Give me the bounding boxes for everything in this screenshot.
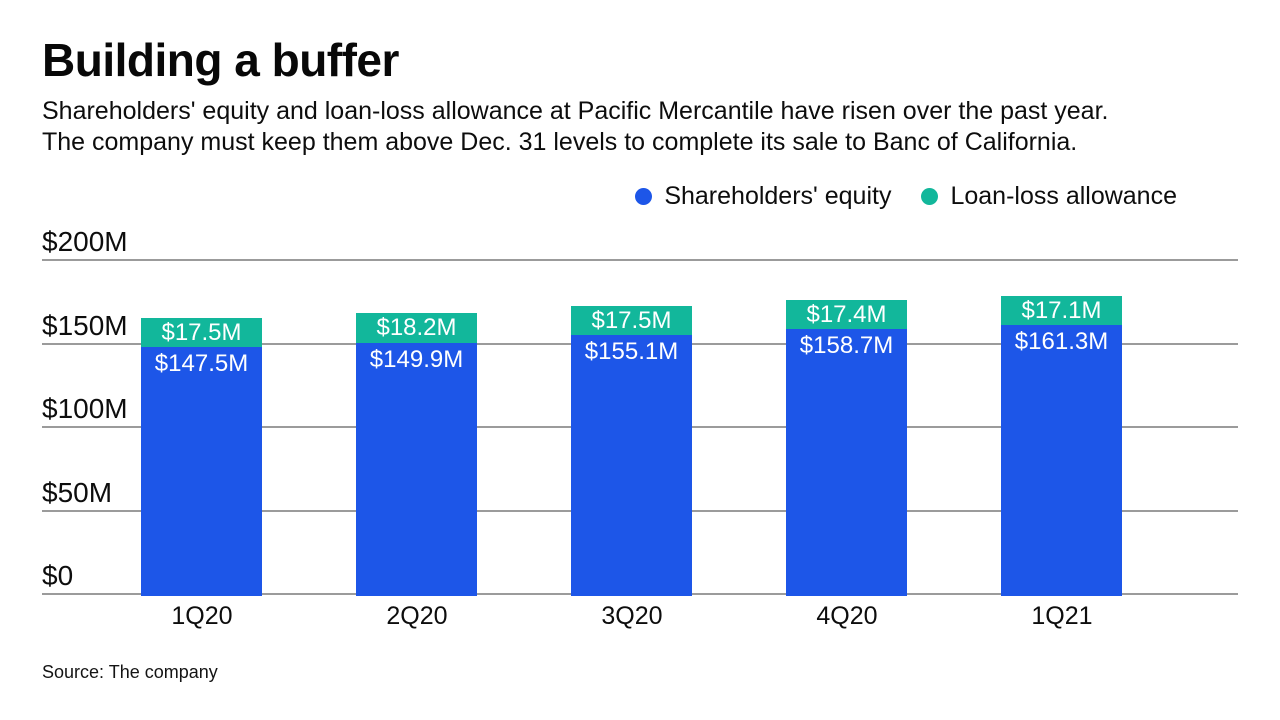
x-tick-label-4q20: 4Q20: [816, 602, 878, 630]
bar-value-label-equity: $147.5M: [154, 350, 249, 377]
bar-segment-loan-loss-allowance: $17.5M: [571, 306, 692, 335]
subtitle-line-1: Shareholders' equity and loan-loss allow…: [42, 97, 1109, 125]
bar-segment-shareholders-equity: $147.5M: [141, 347, 262, 596]
y-tick-label: $100M: [42, 393, 128, 424]
legend-item-label: Shareholders' equity: [664, 182, 892, 210]
bar-value-label-allowance: $17.1M: [1021, 296, 1102, 324]
bar-value-label-allowance: $17.5M: [161, 318, 242, 346]
bar-value-label-allowance: $17.4M: [806, 300, 887, 328]
bar-group-1q20: $17.5M $147.5M: [141, 318, 262, 596]
x-tick-label-2q20: 2Q20: [386, 602, 448, 630]
bar-segment-loan-loss-allowance: $17.1M: [1001, 296, 1122, 325]
bar-value-label-allowance: $17.5M: [591, 306, 672, 334]
bar-segment-loan-loss-allowance: $17.5M: [141, 318, 262, 347]
bar-group-3q20: $17.5M $155.1M: [571, 306, 692, 596]
x-tick-label-1q20: 1Q20: [171, 602, 233, 630]
bar-value-label-allowance: $18.2M: [376, 314, 457, 341]
bar-group-2q20: $18.2M $149.9M: [356, 313, 477, 596]
bar-value-label-equity: $161.3M: [1014, 328, 1109, 355]
bar-segment-shareholders-equity: $149.9M: [356, 343, 477, 596]
y-tick-label: $200M: [42, 226, 128, 257]
y-tick-label: $150M: [42, 310, 128, 341]
legend-item-label: Loan-loss allowance: [950, 182, 1177, 210]
bar-segment-loan-loss-allowance: $17.4M: [786, 300, 907, 329]
x-tick-label-1q21: 1Q21: [1031, 602, 1093, 630]
bar-value-label-equity: $149.9M: [369, 346, 464, 373]
x-tick-label-3q20: 3Q20: [601, 602, 663, 630]
bar-value-label-equity: $158.7M: [799, 332, 894, 359]
bar-segment-shareholders-equity: $155.1M: [571, 335, 692, 596]
bar-group-1q21: $17.1M $161.3M: [1001, 296, 1122, 596]
legend-dot-icon: [921, 188, 939, 205]
legend-item-shareholders-equity: Shareholders' equity: [635, 182, 891, 211]
legend-dot-icon: [635, 188, 653, 205]
y-tick-label: $50M: [42, 477, 113, 508]
source-note: Source: The company: [42, 662, 218, 682]
bar-value-label-equity: $155.1M: [584, 338, 679, 365]
page-title: Building a buffer: [42, 34, 399, 86]
bar-group-4q20: $17.4M $158.7M: [786, 300, 907, 596]
subtitle-line-2: The company must keep them above Dec. 31…: [42, 128, 1078, 156]
bar-segment-shareholders-equity: $161.3M: [1001, 325, 1122, 596]
bar-segment-shareholders-equity: $158.7M: [786, 329, 907, 596]
gridline-200m: [42, 259, 1238, 261]
chart-legend: Shareholders' equity Loan-loss allowance: [635, 182, 1177, 211]
page-subtitle: Shareholders' equity and loan-loss allow…: [42, 96, 1252, 158]
legend-item-loan-loss-allowance: Loan-loss allowance: [921, 182, 1177, 211]
bar-segment-loan-loss-allowance: $18.2M: [356, 313, 477, 343]
y-tick-label: $0: [42, 560, 74, 591]
